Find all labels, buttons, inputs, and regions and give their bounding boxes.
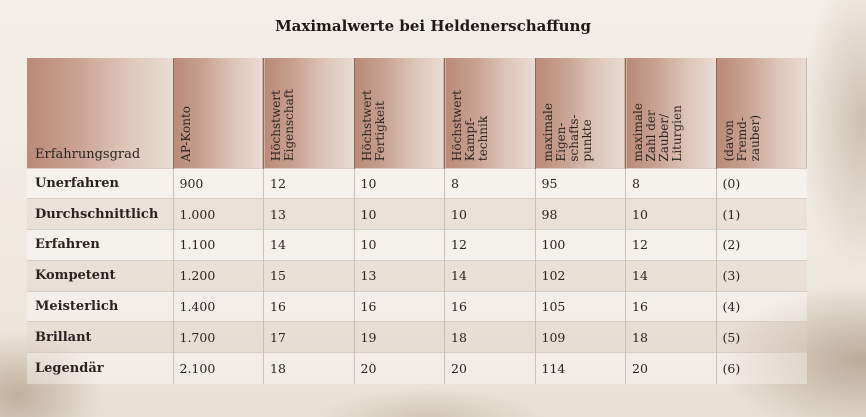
- header-erfahrungsgrad: Erfahrungsgrad: [27, 58, 173, 168]
- cell-hoechstwert-eigenschaft: 13: [263, 198, 354, 230]
- cell-erfahrungsgrad: Durchschnittlich: [27, 198, 173, 230]
- cell-max-zauber: 10: [625, 198, 716, 230]
- cell-fremdzauber: (2): [715, 229, 807, 261]
- cell-erfahrungsgrad: Meisterlich: [27, 290, 173, 322]
- cell-fremdzauber: (1): [715, 198, 807, 230]
- cell-hoechstwert-eigenschaft: 17: [263, 321, 354, 353]
- cell-hoechstwert-fertigkeit: 10: [353, 167, 445, 199]
- cell-hoechstwert-eigenschaft: 14: [263, 229, 354, 261]
- cell-hoechstwert-fertigkeit: 20: [353, 352, 445, 384]
- cell-fremdzauber: (4): [715, 290, 807, 322]
- cell-hoechstwert-kampftechnik: 12: [444, 229, 535, 261]
- cell-ap-konto: 1.000: [172, 198, 264, 230]
- header-cell: Höchstwert Kampf- technik: [444, 58, 535, 168]
- cell-max-zauber: 12: [625, 229, 716, 261]
- cell-hoechstwert-kampftechnik: 18: [444, 321, 535, 353]
- cell-max-eigenschaftspunkte: 95: [534, 167, 626, 199]
- table-row: Legendär 2.100 18 20 20 114 20 (6): [27, 352, 807, 384]
- cell-fremdzauber: (0): [715, 167, 807, 199]
- cell-max-zauber: 16: [625, 290, 716, 322]
- cell-hoechstwert-fertigkeit: 19: [353, 321, 445, 353]
- table-row: Kompetent 1.200 15 13 14 102 14 (3): [27, 259, 807, 292]
- cell-hoechstwert-kampftechnik: 14: [444, 259, 535, 292]
- cell-erfahrungsgrad: Kompetent: [27, 259, 173, 292]
- cell-erfahrungsgrad: Erfahren: [27, 229, 173, 261]
- cell-hoechstwert-fertigkeit: 10: [353, 198, 445, 230]
- max-values-table-container: Erfahrungsgrad AP-Konto Höchstwert Eigen…: [27, 58, 807, 384]
- header-davon-fremdzauber: (davon Fremd- zauber): [721, 115, 762, 162]
- cell-max-zauber: 20: [625, 352, 716, 384]
- cell-hoechstwert-kampftechnik: 20: [444, 352, 535, 384]
- cell-hoechstwert-fertigkeit: 13: [353, 259, 445, 292]
- header-max-eigenschaftspunkte: maximale Eigen- schafts- punkte: [540, 102, 594, 162]
- header-cell: AP-Konto: [172, 58, 264, 168]
- cell-fremdzauber: (3): [715, 259, 807, 292]
- cell-max-zauber: 18: [625, 321, 716, 353]
- cell-max-eigenschaftspunkte: 114: [534, 352, 626, 384]
- cell-erfahrungsgrad: Unerfahren: [27, 167, 173, 199]
- cell-hoechstwert-kampftechnik: 16: [444, 290, 535, 322]
- cell-ap-konto: 1.700: [172, 321, 264, 353]
- max-values-table: Erfahrungsgrad AP-Konto Höchstwert Eigen…: [27, 58, 807, 384]
- cell-hoechstwert-kampftechnik: 8: [444, 167, 535, 199]
- cell-hoechstwert-fertigkeit: 16: [353, 290, 445, 322]
- cell-hoechstwert-eigenschaft: 12: [263, 167, 354, 199]
- header-cell: (davon Fremd- zauber): [715, 58, 807, 168]
- header-cell: maximale Zahl der Zauber/ Liturgien: [625, 58, 716, 168]
- table-row: Durchschnittlich 1.000 13 10 10 98 10 (1…: [27, 198, 807, 230]
- table-row: Unerfahren 900 12 10 8 95 8 (0): [27, 167, 807, 199]
- header-hoechstwert-eigenschaft: Höchstwert Eigenschaft: [269, 89, 296, 162]
- cell-ap-konto: 900: [172, 167, 264, 199]
- cell-hoechstwert-kampftechnik: 10: [444, 198, 535, 230]
- cell-fremdzauber: (6): [715, 352, 807, 384]
- cell-ap-konto: 1.100: [172, 229, 264, 261]
- cell-max-eigenschaftspunkte: 98: [534, 198, 626, 230]
- table-row: Meisterlich 1.400 16 16 16 105 16 (4): [27, 290, 807, 322]
- cell-max-eigenschaftspunkte: 109: [534, 321, 626, 353]
- cell-max-eigenschaftspunkte: 105: [534, 290, 626, 322]
- table-header: Erfahrungsgrad AP-Konto Höchstwert Eigen…: [27, 58, 807, 168]
- cell-max-eigenschaftspunkte: 100: [534, 229, 626, 261]
- cell-max-zauber: 14: [625, 259, 716, 292]
- table-body: Unerfahren 900 12 10 8 95 8 (0) Durchsch…: [27, 167, 807, 384]
- cell-ap-konto: 2.100: [172, 352, 264, 384]
- header-hoechstwert-kampftechnik: Höchstwert Kampf- technik: [450, 90, 490, 162]
- cell-hoechstwert-eigenschaft: 15: [263, 259, 354, 292]
- cell-erfahrungsgrad: Brillant: [27, 321, 173, 353]
- header-cell: Höchstwert Fertigkeit: [353, 58, 445, 168]
- header-cell: Höchstwert Eigenschaft: [263, 58, 354, 168]
- cell-max-zauber: 8: [625, 167, 716, 199]
- cell-max-eigenschaftspunkte: 102: [534, 259, 626, 292]
- cell-hoechstwert-eigenschaft: 16: [263, 290, 354, 322]
- page-title: Maximalwerte bei Heldenerschaffung: [275, 17, 591, 35]
- table-row: Erfahren 1.100 14 10 12 100 12 (2): [27, 229, 807, 261]
- header-ap-konto: AP-Konto: [178, 105, 193, 162]
- header-cell: maximale Eigen- schafts- punkte: [534, 58, 626, 168]
- cell-ap-konto: 1.200: [172, 259, 264, 292]
- table-row: Brillant 1.700 17 19 18 109 18 (5): [27, 321, 807, 353]
- cell-hoechstwert-fertigkeit: 10: [353, 229, 445, 261]
- cell-hoechstwert-eigenschaft: 18: [263, 352, 354, 384]
- header-row: Erfahrungsgrad AP-Konto Höchstwert Eigen…: [27, 58, 807, 168]
- header-max-zauber-liturgien: maximale Zahl der Zauber/ Liturgien: [631, 102, 684, 162]
- cell-erfahrungsgrad: Legendär: [27, 352, 173, 384]
- header-hoechstwert-fertigkeit: Höchstwert Fertigkeit: [359, 90, 387, 162]
- cell-ap-konto: 1.400: [172, 290, 264, 322]
- cell-fremdzauber: (5): [715, 321, 807, 353]
